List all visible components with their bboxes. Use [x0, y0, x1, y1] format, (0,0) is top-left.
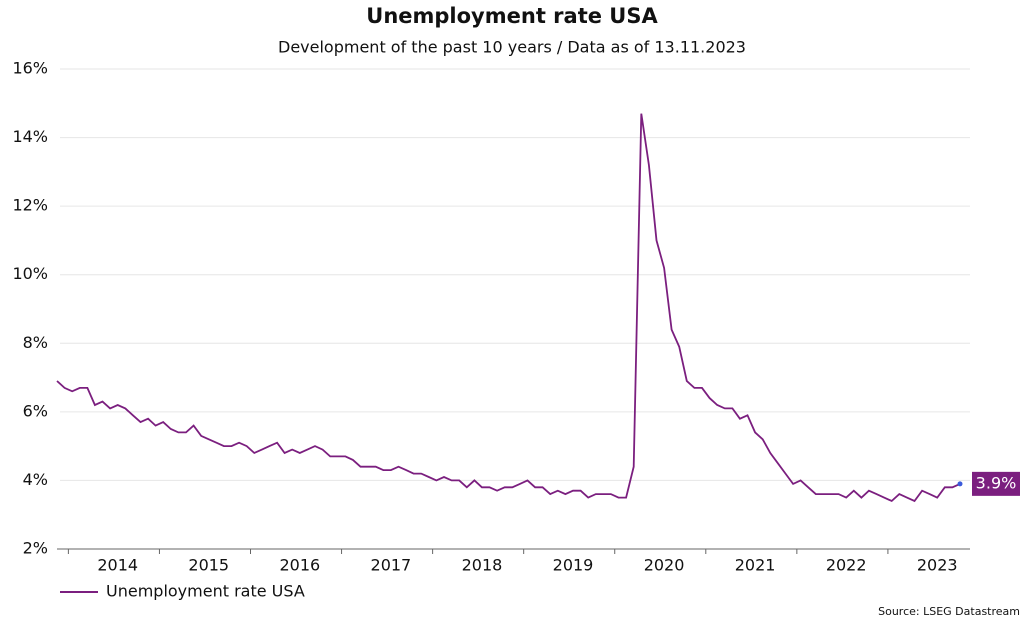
x-tick-label: 2015	[188, 556, 229, 575]
y-tick-label: 10%	[12, 264, 48, 283]
y-tick-label: 6%	[23, 401, 48, 420]
value-label-box	[972, 471, 1020, 496]
legend-label: Unemployment rate USA	[106, 582, 305, 601]
x-tick-label: 2022	[826, 556, 867, 575]
chart-title: Unemployment rate USA	[366, 4, 658, 28]
x-tick-label: 2017	[371, 556, 412, 575]
x-tick-label: 2016	[279, 556, 320, 575]
x-tick-label: 2019	[553, 556, 594, 575]
value-label: 3.9%	[976, 473, 1017, 492]
y-tick-label: 8%	[23, 333, 48, 352]
y-tick-label: 2%	[23, 539, 48, 558]
y-tick-label: 16%	[12, 59, 48, 78]
x-tick-label: 2020	[644, 556, 685, 575]
x-tick-label: 2014	[97, 556, 138, 575]
x-tick-label: 2018	[462, 556, 503, 575]
y-tick-label: 4%	[23, 470, 48, 489]
chart-subtitle: Development of the past 10 years / Data …	[278, 38, 746, 57]
source: Source: LSEG Datastream	[878, 605, 1020, 618]
y-tick-label: 12%	[12, 196, 48, 215]
x-tick-label: 2023	[917, 556, 958, 575]
line-series	[56, 113, 961, 503]
x-tick-label: 2021	[735, 556, 776, 575]
end-point	[957, 481, 963, 487]
y-tick-label: 14%	[12, 127, 48, 146]
